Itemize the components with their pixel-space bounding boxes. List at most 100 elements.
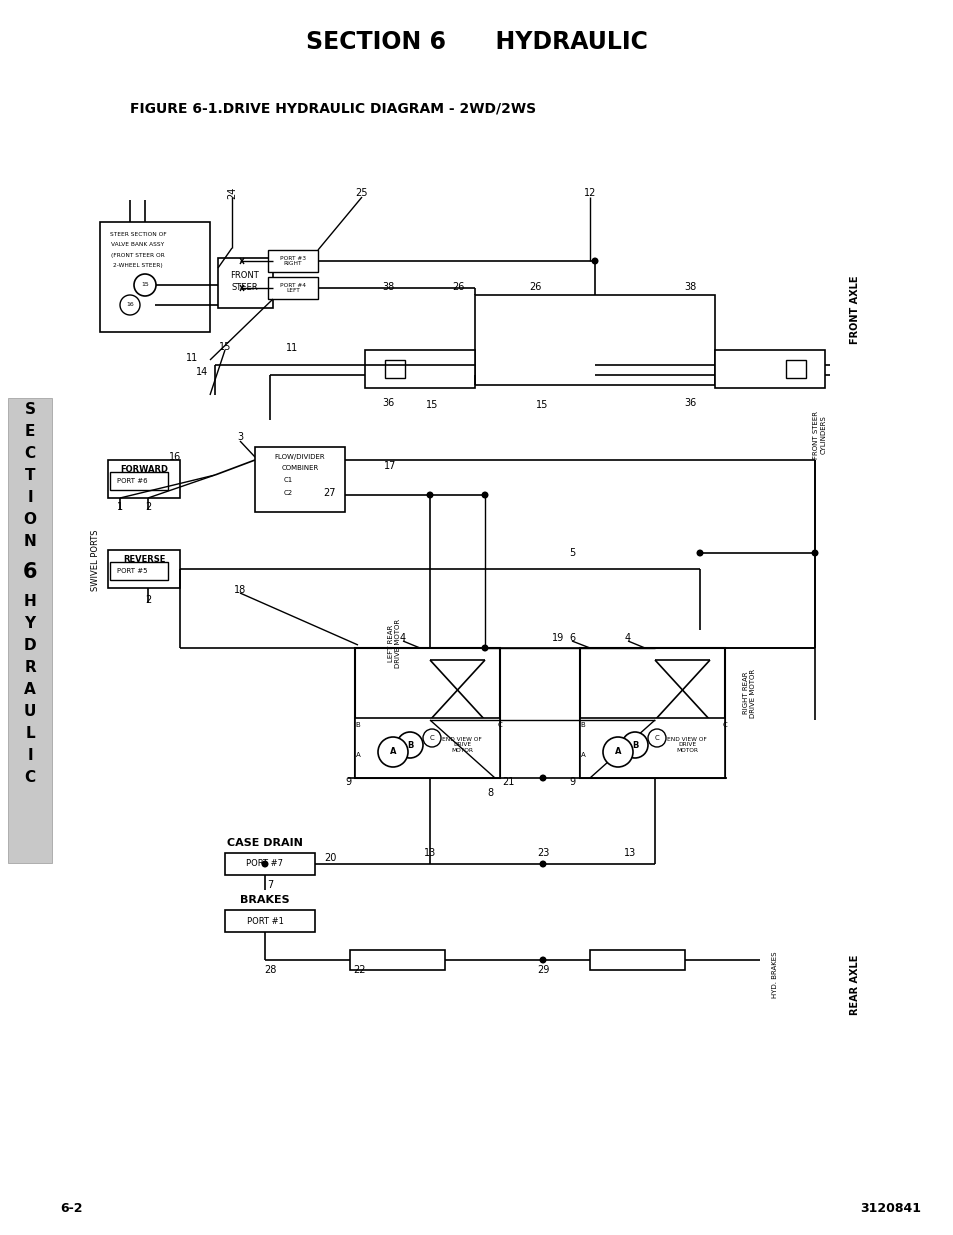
Bar [254,447,345,513]
Circle shape [696,550,702,557]
Text: 15: 15 [141,283,149,288]
Text: SECTION 6      HYDRAULIC: SECTION 6 HYDRAULIC [306,30,647,54]
Text: FRONT STEER
CYLINDERS: FRONT STEER CYLINDERS [813,411,825,459]
Bar [350,950,444,969]
Circle shape [377,737,408,767]
Text: PORT #4
LEFT: PORT #4 LEFT [280,283,306,294]
Text: COMBINER: COMBINER [281,466,318,471]
Text: 8: 8 [486,788,493,798]
Text: 14: 14 [195,367,208,377]
Text: 36: 36 [683,398,696,408]
Text: END VIEW OF
DRIVE
MOTOR: END VIEW OF DRIVE MOTOR [666,737,706,753]
Text: PORT #1: PORT #1 [246,916,283,925]
Text: 25: 25 [355,188,368,198]
Text: 9: 9 [568,777,575,787]
Text: O: O [24,513,36,527]
Text: PORT #3
RIGHT: PORT #3 RIGHT [280,256,306,267]
Text: 38: 38 [683,282,696,291]
Text: D: D [24,638,36,653]
Text: I: I [27,748,32,763]
Text: C: C [654,735,659,741]
Bar [355,718,499,778]
Bar [579,648,724,778]
Text: 1: 1 [117,501,123,513]
Bar [589,950,684,969]
Text: RIGHT REAR
DRIVE MOTOR: RIGHT REAR DRIVE MOTOR [742,668,756,718]
Text: REVERSE: REVERSE [123,555,165,563]
Text: VALVE BANK ASSY: VALVE BANK ASSY [112,242,164,247]
Text: T: T [25,468,35,483]
Text: C: C [25,447,35,462]
Bar [714,350,824,388]
Text: C2: C2 [283,490,293,496]
Bar [8,398,52,863]
Text: 4: 4 [399,634,406,643]
Circle shape [811,550,818,557]
Text: 3120841: 3120841 [859,1202,920,1214]
Text: C: C [429,735,434,741]
Bar [579,718,724,778]
Circle shape [426,492,433,499]
Text: END VIEW OF
DRIVE
MOTOR: END VIEW OF DRIVE MOTOR [441,737,481,753]
Bar [225,853,314,876]
Text: 27: 27 [323,488,335,498]
Text: A: A [614,747,620,757]
Text: PORT #7: PORT #7 [246,860,283,868]
Text: HYD. BRAKES: HYD. BRAKES [771,952,778,998]
Text: 24: 24 [227,186,236,199]
Text: BRAKES: BRAKES [240,895,290,905]
Bar [110,472,168,490]
Circle shape [539,774,546,782]
Text: 20: 20 [323,853,335,863]
Text: 7: 7 [267,881,273,890]
Text: FRONT AXLE: FRONT AXLE [849,275,859,345]
Text: PORT #5: PORT #5 [116,568,147,574]
Text: L: L [25,726,34,741]
Circle shape [133,274,156,296]
Bar [225,910,314,932]
Text: B: B [631,741,638,750]
Circle shape [422,729,440,747]
Circle shape [539,956,546,963]
Text: B: B [580,722,585,727]
Text: FIGURE 6-1.DRIVE HYDRAULIC DIAGRAM - 2WD/2WS: FIGURE 6-1.DRIVE HYDRAULIC DIAGRAM - 2WD… [130,101,536,115]
Text: 6: 6 [568,634,575,643]
Text: 15: 15 [218,342,231,352]
Text: 12: 12 [583,188,596,198]
Text: 26: 26 [528,282,540,291]
Text: 16: 16 [126,303,133,308]
Text: A: A [355,752,360,758]
Text: REAR AXLE: REAR AXLE [849,955,859,1015]
Bar [475,295,714,385]
Bar [100,222,210,332]
Text: CASE DRAIN: CASE DRAIN [227,839,303,848]
Text: C1: C1 [283,477,293,483]
Text: 36: 36 [381,398,394,408]
Text: STEER SECTION OF: STEER SECTION OF [110,232,166,237]
Bar [385,359,405,378]
Text: SWIVEL PORTS: SWIVEL PORTS [91,530,99,590]
Text: H: H [24,594,36,610]
Text: LEFT REAR
DRIVE MOTOR: LEFT REAR DRIVE MOTOR [388,619,401,668]
Text: 9: 9 [345,777,351,787]
Circle shape [481,645,488,652]
Text: 23: 23 [537,848,549,858]
Text: 22: 22 [354,965,366,974]
Bar [108,459,180,498]
Text: 6-2: 6-2 [60,1202,82,1214]
Text: R: R [24,661,36,676]
Text: C: C [25,771,35,785]
Text: 17: 17 [383,461,395,471]
Text: FORWARD: FORWARD [120,464,168,473]
Circle shape [539,861,546,867]
Text: A: A [24,683,36,698]
Text: 11: 11 [186,353,198,363]
Text: 21: 21 [501,777,514,787]
Text: 5: 5 [568,548,575,558]
Text: 28: 28 [264,965,276,974]
Text: 15: 15 [425,400,437,410]
Text: A: A [390,747,395,757]
Bar [268,249,317,272]
Text: (FRONT STEER OR: (FRONT STEER OR [111,252,165,258]
Text: I: I [27,490,32,505]
